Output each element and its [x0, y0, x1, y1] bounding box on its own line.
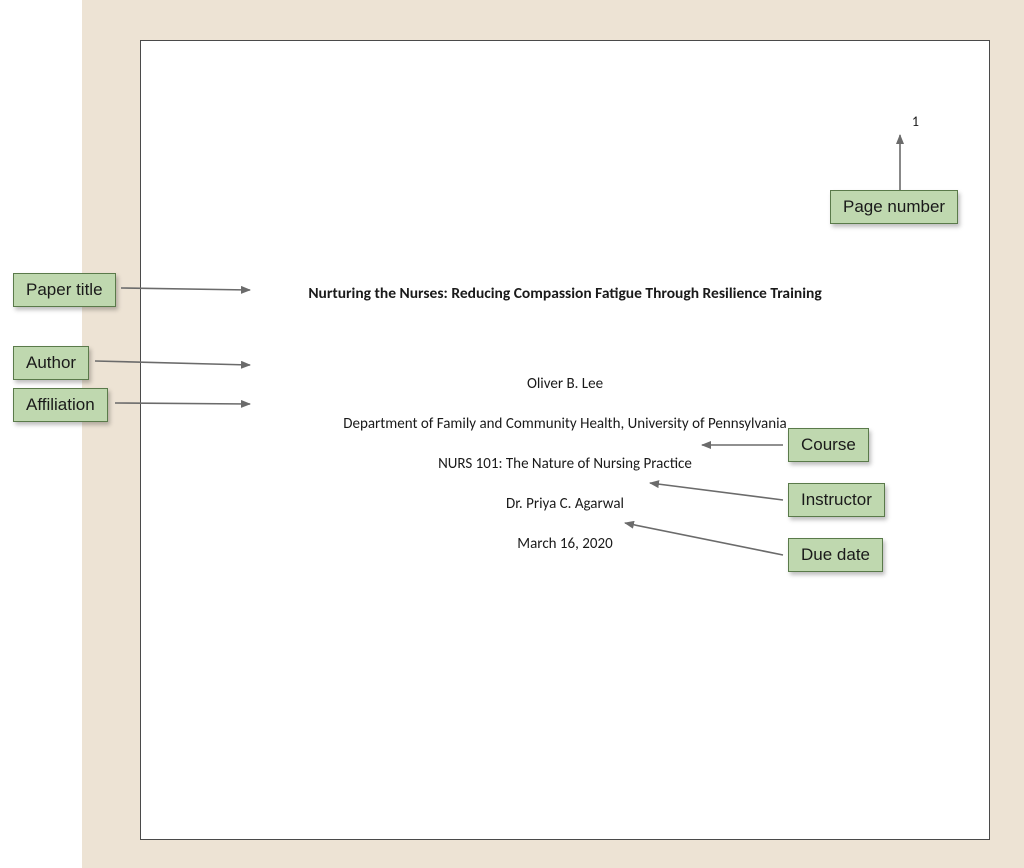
label-author: Author: [13, 346, 89, 380]
label-course: Course: [788, 428, 869, 462]
page-number-text: 1: [912, 113, 919, 130]
label-instructor: Instructor: [788, 483, 885, 517]
paper-title-text: Nurturing the Nurses: Reducing Compassio…: [141, 284, 989, 303]
label-page-number: Page number: [830, 190, 958, 224]
label-due-date: Due date: [788, 538, 883, 572]
label-paper-title: Paper title: [13, 273, 116, 307]
label-affiliation: Affiliation: [13, 388, 108, 422]
author-text: Oliver B. Lee: [141, 375, 989, 393]
